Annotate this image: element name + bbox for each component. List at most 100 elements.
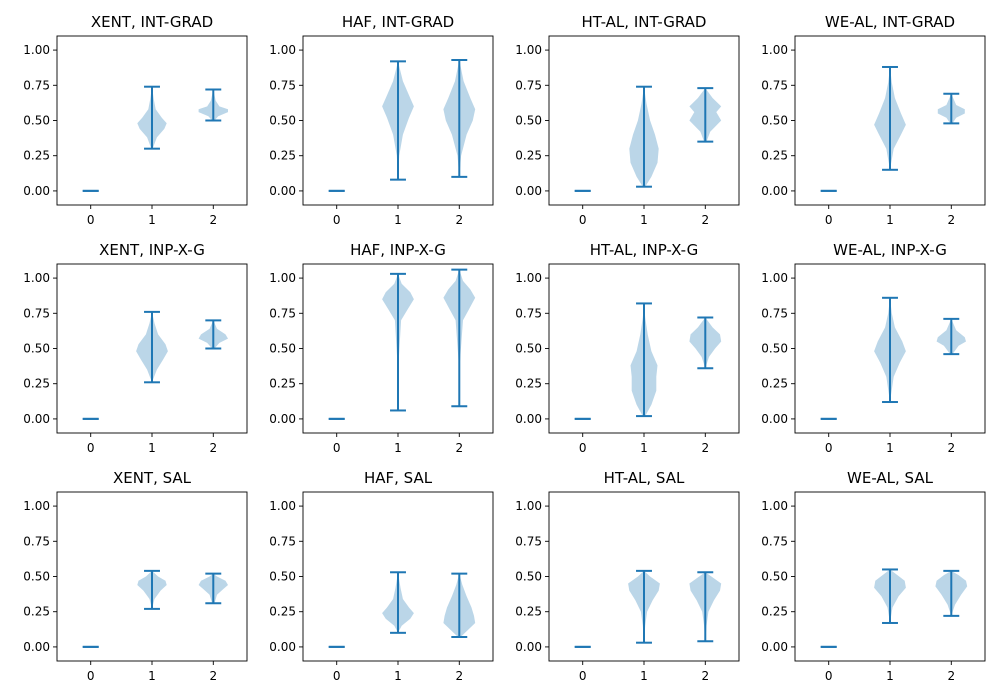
x-tick-label: 0 bbox=[87, 441, 95, 455]
axes-frame bbox=[56, 491, 248, 662]
y-tick-label: 0.75 bbox=[761, 78, 788, 92]
y-tick-label: 0.00 bbox=[23, 184, 50, 198]
subplot-4: XENT, INP-X-G 0.00 0.25 0.50 0.75 1.00 0 1 2 bbox=[23, 241, 248, 455]
y-tick-label: 0.75 bbox=[515, 534, 542, 548]
y-tick-label: 0.50 bbox=[761, 342, 788, 356]
axes-frame bbox=[548, 263, 740, 434]
y-tick-label: 0.50 bbox=[515, 570, 542, 584]
x-tick-label: 0 bbox=[87, 669, 95, 683]
x-tick-label: 2 bbox=[947, 441, 955, 455]
y-tick-label: 0.50 bbox=[23, 114, 50, 128]
axes-frame bbox=[56, 35, 248, 206]
x-tick-label: 2 bbox=[209, 441, 217, 455]
x-tick-label: 0 bbox=[825, 213, 833, 227]
y-tick-label: 0.75 bbox=[269, 306, 296, 320]
x-tick-label: 2 bbox=[701, 441, 709, 455]
x-tick-label: 1 bbox=[394, 213, 402, 227]
subplot-7: WE-AL, INP-X-G 0.00 0.25 0.50 0.75 1.00 0 1 2 bbox=[761, 241, 986, 455]
y-tick-label: 0.25 bbox=[269, 377, 296, 391]
x-tick-label: 0 bbox=[87, 213, 95, 227]
subplot-title: HT-AL, INT-GRAD bbox=[582, 13, 707, 31]
subplot-title: HT-AL, INP-X-G bbox=[590, 241, 698, 259]
subplot-title: XENT, INT-GRAD bbox=[91, 13, 213, 31]
y-tick-label: 0.75 bbox=[761, 306, 788, 320]
subplot-title: HAF, INP-X-G bbox=[350, 241, 446, 259]
x-tick-label: 2 bbox=[947, 213, 955, 227]
y-tick-label: 0.00 bbox=[761, 412, 788, 426]
subplot-title: XENT, SAL bbox=[113, 469, 192, 487]
x-tick-label: 1 bbox=[886, 669, 894, 683]
y-tick-label: 0.50 bbox=[269, 342, 296, 356]
x-tick-label: 1 bbox=[640, 669, 648, 683]
x-tick-label: 2 bbox=[209, 213, 217, 227]
subplot-title: WE-AL, INP-X-G bbox=[833, 241, 947, 259]
x-tick-label: 0 bbox=[579, 669, 587, 683]
y-tick-label: 0.50 bbox=[515, 342, 542, 356]
x-tick-label: 2 bbox=[455, 441, 463, 455]
y-tick-label: 1.00 bbox=[23, 43, 50, 57]
y-tick-label: 1.00 bbox=[269, 271, 296, 285]
y-tick-label: 0.75 bbox=[23, 78, 50, 92]
y-tick-label: 0.50 bbox=[269, 114, 296, 128]
x-tick-label: 0 bbox=[825, 669, 833, 683]
x-tick-label: 2 bbox=[209, 669, 217, 683]
x-tick-label: 1 bbox=[640, 213, 648, 227]
x-tick-label: 1 bbox=[640, 441, 648, 455]
x-tick-label: 0 bbox=[333, 669, 341, 683]
y-tick-label: 0.25 bbox=[515, 605, 542, 619]
axes-frame bbox=[302, 491, 494, 662]
y-tick-label: 0.75 bbox=[761, 534, 788, 548]
x-tick-label: 2 bbox=[455, 213, 463, 227]
axes-frame bbox=[302, 263, 494, 434]
subplot-5: HAF, INP-X-G 0.00 0.25 0.50 0.75 1.00 0 1 2 bbox=[269, 241, 494, 455]
axes-frame bbox=[794, 491, 986, 662]
y-tick-label: 0.00 bbox=[269, 184, 296, 198]
y-tick-label: 0.00 bbox=[23, 640, 50, 654]
y-tick-label: 1.00 bbox=[23, 499, 50, 513]
y-tick-label: 1.00 bbox=[761, 499, 788, 513]
y-tick-label: 0.00 bbox=[515, 184, 542, 198]
subplot-10: HT-AL, SAL 0.00 0.25 0.50 0.75 1.00 0 1 2 bbox=[515, 469, 740, 683]
x-tick-label: 0 bbox=[333, 213, 341, 227]
y-tick-label: 0.75 bbox=[515, 78, 542, 92]
y-tick-label: 0.50 bbox=[23, 570, 50, 584]
y-tick-label: 0.25 bbox=[23, 377, 50, 391]
y-tick-label: 0.50 bbox=[269, 570, 296, 584]
axes-frame bbox=[302, 35, 494, 206]
y-tick-label: 0.50 bbox=[23, 342, 50, 356]
x-tick-label: 0 bbox=[579, 213, 587, 227]
y-tick-label: 0.50 bbox=[515, 114, 542, 128]
axes-frame bbox=[794, 263, 986, 434]
x-tick-label: 2 bbox=[455, 669, 463, 683]
x-tick-label: 0 bbox=[579, 441, 587, 455]
x-tick-label: 2 bbox=[701, 669, 709, 683]
subplot-3: WE-AL, INT-GRAD 0.00 0.25 0.50 0.75 1.00 0 1 2 bbox=[761, 13, 986, 227]
x-tick-label: 1 bbox=[394, 441, 402, 455]
y-tick-label: 0.00 bbox=[515, 640, 542, 654]
subplot-0: XENT, INT-GRAD 0.00 0.25 0.50 0.75 1.00 0 1 2 bbox=[23, 13, 248, 227]
x-tick-label: 1 bbox=[148, 213, 156, 227]
y-tick-label: 0.75 bbox=[23, 306, 50, 320]
y-tick-label: 0.50 bbox=[761, 114, 788, 128]
y-tick-label: 0.25 bbox=[761, 377, 788, 391]
x-tick-label: 1 bbox=[886, 213, 894, 227]
subplot-8: XENT, SAL 0.00 0.25 0.50 0.75 1.00 0 1 2 bbox=[23, 469, 248, 683]
y-tick-label: 1.00 bbox=[515, 499, 542, 513]
y-tick-label: 0.25 bbox=[269, 149, 296, 163]
subplot-1: HAF, INT-GRAD 0.00 0.25 0.50 0.75 1.00 0 1 2 bbox=[269, 13, 494, 227]
subplot-9: HAF, SAL 0.00 0.25 0.50 0.75 1.00 0 1 2 bbox=[269, 469, 494, 683]
axes-frame bbox=[56, 263, 248, 434]
axes-frame bbox=[548, 491, 740, 662]
subplot-title: XENT, INP-X-G bbox=[99, 241, 205, 259]
subplot-title: WE-AL, SAL bbox=[847, 469, 934, 487]
x-tick-label: 1 bbox=[394, 669, 402, 683]
subplot-title: HAF, INT-GRAD bbox=[342, 13, 454, 31]
y-tick-label: 1.00 bbox=[269, 499, 296, 513]
y-tick-label: 0.25 bbox=[515, 377, 542, 391]
x-tick-label: 2 bbox=[701, 213, 709, 227]
subplot-6: HT-AL, INP-X-G 0.00 0.25 0.50 0.75 1.00 0 1 2 bbox=[515, 241, 740, 455]
axes-frame bbox=[794, 35, 986, 206]
y-tick-label: 0.00 bbox=[269, 640, 296, 654]
y-tick-label: 0.25 bbox=[23, 149, 50, 163]
y-tick-label: 0.75 bbox=[269, 78, 296, 92]
